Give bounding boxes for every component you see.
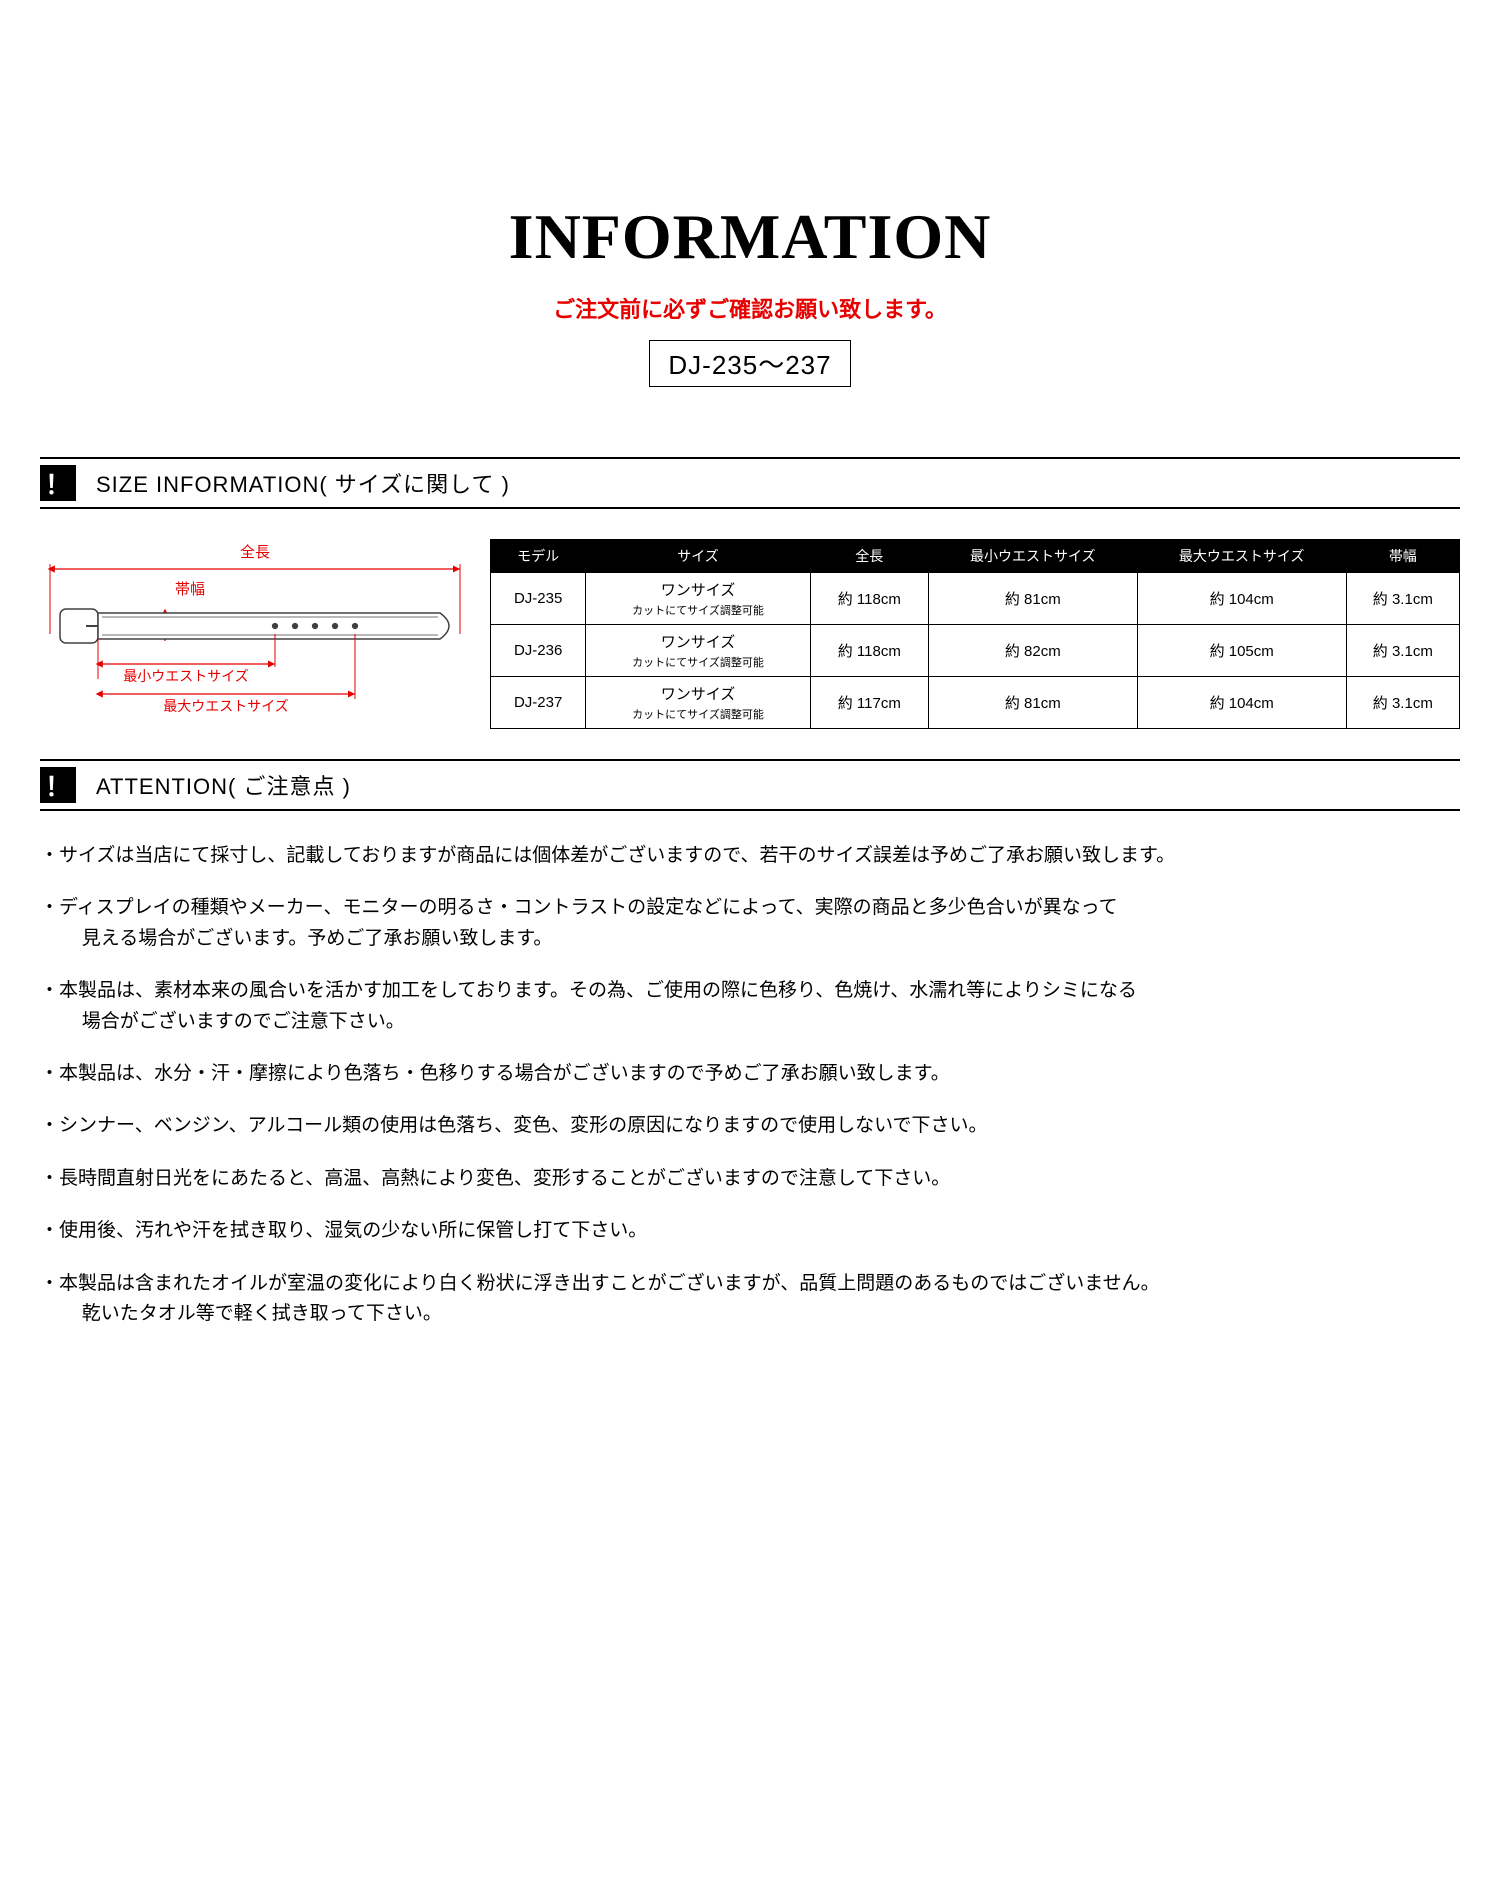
table-cell: 約 3.1cm (1346, 677, 1459, 729)
size-info-row: 全長 帯幅 (40, 539, 1460, 729)
table-cell: 約 118cm (810, 573, 928, 625)
table-cell: DJ-235 (491, 573, 586, 625)
table-cell: 約 105cm (1137, 625, 1346, 677)
size-table-header-row: モデルサイズ全長最小ウエストサイズ最大ウエストサイズ帯幅 (491, 540, 1460, 573)
table-cell: ワンサイズカットにてサイズ調整可能 (586, 677, 811, 729)
table-header-cell: 全長 (810, 540, 928, 573)
attention-item: ・本製品は含まれたオイルが室温の変化により白く粉状に浮き出すことがございますが、… (40, 1269, 1460, 1330)
table-cell: 約 104cm (1137, 573, 1346, 625)
table-cell: 約 3.1cm (1346, 573, 1459, 625)
belt-diagram: 全長 帯幅 (40, 539, 470, 724)
table-cell: 約 117cm (810, 677, 928, 729)
diagram-label-width: 帯幅 (175, 581, 205, 598)
table-row: DJ-235ワンサイズカットにてサイズ調整可能約 118cm約 81cm約 10… (491, 573, 1460, 625)
attention-item: ・ディスプレイの種類やメーカー、モニターの明るさ・コントラストの設定などによって… (40, 893, 1460, 954)
table-header-cell: 最大ウエストサイズ (1137, 540, 1346, 573)
table-cell: 約 104cm (1137, 677, 1346, 729)
diagram-label-max: 最大ウエストサイズ (163, 698, 289, 714)
table-cell: DJ-236 (491, 625, 586, 677)
table-cell: ワンサイズカットにてサイズ調整可能 (586, 625, 811, 677)
exclaim-icon: ！ (40, 465, 76, 501)
attention-item: ・使用後、汚れや汗を拭き取り、湿気の少ない所に保管し打て下さい。 (40, 1216, 1460, 1246)
diagram-label-min: 最小ウエストサイズ (123, 668, 249, 684)
section-header-size: ！ SIZE INFORMATION( サイズに関して ) (40, 457, 1460, 509)
attention-list: ・サイズは当店にて採寸し、記載しておりますが商品には個体差がございますので、若干… (40, 841, 1460, 1329)
size-table: モデルサイズ全長最小ウエストサイズ最大ウエストサイズ帯幅 DJ-235ワンサイズ… (490, 539, 1460, 729)
page-title: INFORMATION (40, 200, 1460, 274)
attention-item: ・本製品は、素材本来の風合いを活かす加工をしております。その為、ご使用の際に色移… (40, 976, 1460, 1037)
table-cell: DJ-237 (491, 677, 586, 729)
table-header-cell: サイズ (586, 540, 811, 573)
subtitle: ご注文前に必ずご確認お願い致します。 (40, 292, 1460, 324)
table-cell: 約 81cm (928, 573, 1137, 625)
diagram-label-full: 全長 (240, 543, 270, 561)
attention-item: ・本製品は、水分・汗・摩擦により色落ち・色移りする場合がございますので予めご了承… (40, 1059, 1460, 1089)
table-cell: 約 118cm (810, 625, 928, 677)
table-cell: 約 3.1cm (1346, 625, 1459, 677)
section-label: SIZE INFORMATION( サイズに関して ) (96, 467, 510, 499)
table-cell: ワンサイズカットにてサイズ調整可能 (586, 573, 811, 625)
table-row: DJ-236ワンサイズカットにてサイズ調整可能約 118cm約 82cm約 10… (491, 625, 1460, 677)
table-cell: 約 81cm (928, 677, 1137, 729)
exclaim-icon: ！ (40, 767, 76, 803)
table-row: DJ-237ワンサイズカットにてサイズ調整可能約 117cm約 81cm約 10… (491, 677, 1460, 729)
table-cell: 約 82cm (928, 625, 1137, 677)
attention-item: ・サイズは当店にて採寸し、記載しておりますが商品には個体差がございますので、若干… (40, 841, 1460, 871)
model-range-box: DJ-235〜237 (649, 340, 850, 387)
section-header-attention: ！ ATTENTION( ご注意点 ) (40, 759, 1460, 811)
table-header-cell: モデル (491, 540, 586, 573)
section-label: ATTENTION( ご注意点 ) (96, 769, 351, 801)
attention-item: ・長時間直射日光をにあたると、高温、高熱により変色、変形することがございますので… (40, 1164, 1460, 1194)
attention-item: ・シンナー、ベンジン、アルコール類の使用は色落ち、変色、変形の原因になりますので… (40, 1111, 1460, 1141)
table-header-cell: 帯幅 (1346, 540, 1459, 573)
size-table-container: モデルサイズ全長最小ウエストサイズ最大ウエストサイズ帯幅 DJ-235ワンサイズ… (490, 539, 1460, 729)
table-header-cell: 最小ウエストサイズ (928, 540, 1137, 573)
